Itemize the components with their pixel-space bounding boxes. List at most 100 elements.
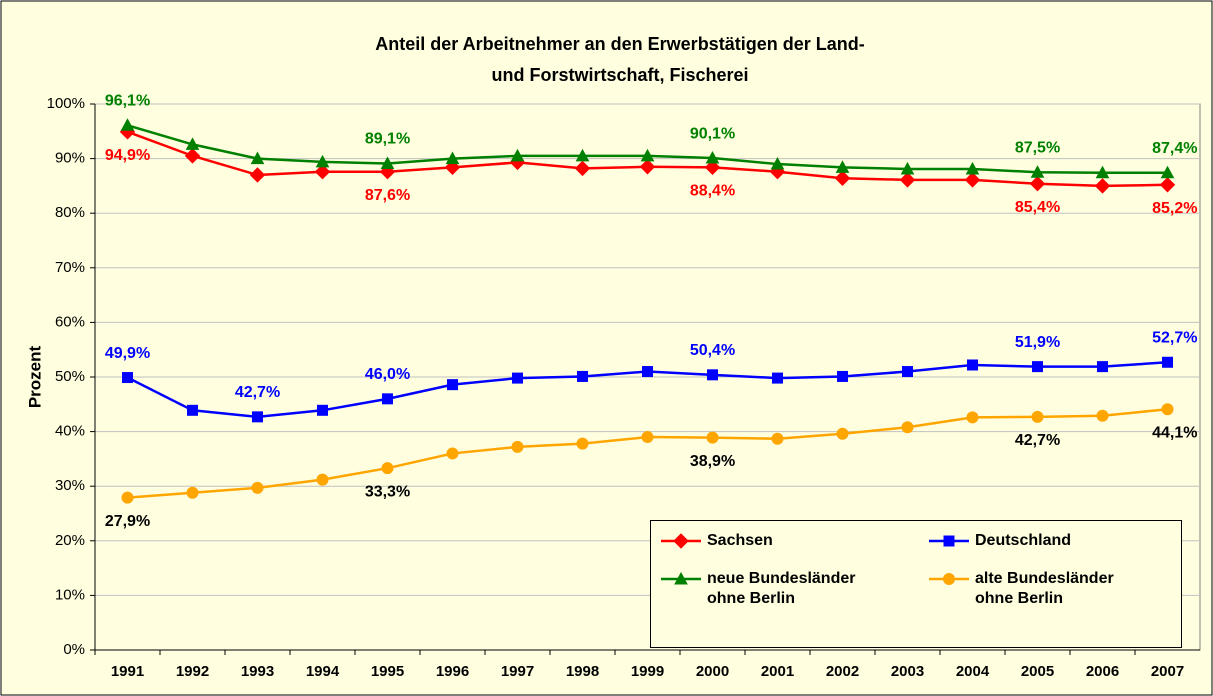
data-point: [314, 163, 331, 180]
y-tick-label: 10%: [55, 586, 85, 603]
data-point: [317, 404, 328, 416]
data-point: [964, 172, 981, 188]
data-point: [770, 157, 785, 170]
data-point: [900, 161, 915, 175]
data-label: 87,5%: [1015, 139, 1060, 156]
data-point: [510, 148, 525, 162]
data-point: [185, 137, 200, 150]
data-label: 89,1%: [365, 131, 410, 148]
data-point: [772, 372, 783, 384]
legend: Sachsen Deutschland neue Bundesländer ohne…: [650, 520, 1182, 648]
x-tick-label: 1997: [501, 663, 534, 680]
data-point: [707, 369, 718, 381]
data-point: [704, 159, 721, 176]
data-point: [186, 486, 199, 499]
x-tick-label: 1999: [631, 663, 664, 680]
x-tick-label: 1991: [111, 663, 144, 680]
data-label: 85,2%: [1152, 200, 1197, 217]
legend-label: neue Bundesländer ohne Berlin: [707, 570, 856, 607]
y-tick-label: 0%: [63, 641, 85, 658]
data-point: [512, 372, 523, 384]
data-point: [965, 161, 980, 175]
x-tick-label: 2003: [891, 663, 924, 680]
x-tick-label: 2006: [1086, 663, 1119, 680]
x-tick-label: 1993: [241, 663, 274, 680]
data-point: [899, 172, 916, 188]
data-point: [836, 427, 849, 440]
y-tick-label: 20%: [55, 532, 85, 549]
x-tick-label: 2000: [696, 663, 729, 680]
data-point: [967, 359, 978, 371]
data-label: 87,4%: [1152, 140, 1197, 157]
data-label: 46,0%: [365, 366, 410, 383]
data-label: 52,7%: [1152, 329, 1197, 346]
y-tick-label: 100%: [47, 95, 85, 112]
x-tick-label: 2001: [761, 663, 794, 680]
data-point: [1032, 361, 1043, 373]
data-point: [837, 370, 848, 382]
legend-entry: alte Bundesländer ohne Berlin: [927, 569, 1135, 609]
data-label: 42,7%: [1015, 432, 1060, 449]
data-point: [252, 411, 263, 423]
data-point: [446, 447, 459, 460]
data-point: [834, 170, 851, 186]
data-point: [445, 151, 460, 165]
data-label: 90,1%: [690, 125, 735, 142]
data-point: [251, 481, 264, 494]
data-label: 44,1%: [1152, 424, 1197, 441]
data-point: [382, 393, 393, 405]
y-tick-label: 90%: [55, 150, 85, 167]
data-point: [835, 160, 850, 173]
data-point: [1096, 409, 1109, 422]
y-tick-label: 50%: [55, 368, 85, 385]
y-tick-label: 60%: [55, 313, 85, 330]
legend-entry: neue Bundesländer ohne Berlin: [659, 569, 867, 609]
data-point: [901, 421, 914, 434]
legend-label: Sachsen: [707, 532, 773, 549]
data-point: [706, 431, 719, 444]
x-tick-label: 2004: [956, 663, 990, 680]
legend-marker: [674, 571, 688, 585]
legend-marker: [673, 533, 689, 549]
legend-swatch: [929, 573, 969, 585]
data-label: 42,7%: [235, 384, 280, 401]
data-label: 94,9%: [105, 147, 150, 164]
data-point: [1159, 177, 1176, 193]
y-axis-label: Prozent: [25, 345, 44, 408]
data-point: [187, 404, 198, 416]
data-point: [1029, 176, 1046, 192]
data-point: [250, 151, 265, 165]
legend-entry: Deutschland: [927, 531, 1135, 551]
data-point: [447, 379, 458, 391]
data-label: 51,9%: [1015, 334, 1060, 351]
data-point: [1097, 361, 1108, 373]
data-point: [902, 366, 913, 378]
data-label: 49,9%: [105, 345, 150, 362]
y-tick-label: 30%: [55, 477, 85, 494]
data-point: [771, 432, 784, 445]
data-point: [642, 366, 653, 378]
data-label: 96,1%: [105, 93, 150, 110]
data-point: [576, 437, 589, 450]
data-point: [1095, 165, 1110, 179]
data-label: 50,4%: [690, 342, 735, 359]
data-label: 38,9%: [690, 453, 735, 470]
data-point: [122, 372, 133, 384]
data-point: [316, 473, 329, 486]
y-tick-label: 80%: [55, 204, 85, 221]
data-point: [575, 148, 590, 162]
data-point: [1160, 165, 1175, 179]
data-point: [381, 462, 394, 475]
data-label: 87,6%: [365, 187, 410, 204]
x-tick-label: 2007: [1151, 663, 1184, 680]
chart-title: und Forstwirtschaft, Fischerei: [491, 65, 748, 85]
legend-label: alte Bundesländer ohne Berlin: [975, 570, 1114, 607]
legend-entry: Sachsen: [659, 531, 867, 551]
x-tick-label: 1996: [436, 663, 469, 680]
x-tick-label: 1994: [306, 663, 340, 680]
legend-marker: [943, 573, 955, 585]
legend-swatch: [661, 533, 701, 549]
data-point: [577, 370, 588, 382]
data-point: [511, 440, 524, 453]
data-label: 85,4%: [1015, 199, 1060, 216]
